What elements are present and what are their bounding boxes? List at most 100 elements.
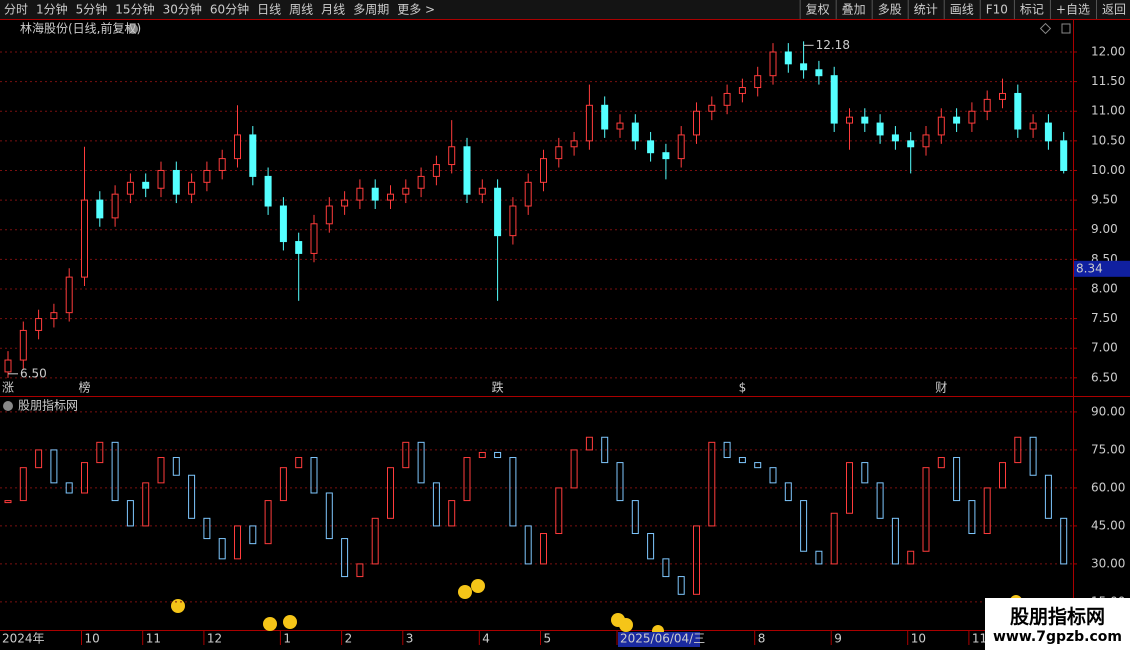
annotation: 6.50 [20,366,47,380]
event-marker[interactable]: $ [739,381,747,395]
icon[interactable] [1039,22,1052,35]
candle-body [1014,92,1022,130]
icon[interactable] [1061,23,1071,34]
indicator-box [891,517,899,565]
toolbar-button[interactable]: +自选 [1056,3,1090,17]
candle-body [478,187,486,195]
indicator-box [50,449,58,484]
indicator-box [218,538,226,560]
indicator-box [264,500,272,545]
candle-body [876,122,884,136]
indicator-box [585,436,593,451]
indicator-box [738,457,746,464]
toolbar-button[interactable]: 返回 [1102,3,1126,17]
candle-body [769,51,777,77]
toolbar-item[interactable]: 分时 [4,3,28,17]
candle-body [218,158,226,171]
toolbar-item[interactable]: 更多 > [397,3,435,17]
candle-body [937,116,945,136]
indicator-box [555,487,563,535]
indicator-box [463,457,471,502]
indicator-box [983,487,991,535]
menu-icon[interactable] [128,24,138,34]
candle-body [708,104,716,112]
candle-body [999,92,1006,100]
event-marker[interactable]: 财 [935,381,947,395]
indicator-box [922,467,930,552]
event-marker[interactable]: 跌 [492,380,504,395]
indicator-box [937,457,945,469]
toolbar-item[interactable]: 1分钟 [36,2,68,17]
candle-body [677,134,685,160]
x-tick-label: 4 [482,632,490,646]
x-tick-label: 2025/06/04/三 [620,632,705,646]
indicator-box [157,457,165,484]
toolbar-button[interactable]: 复权 [806,3,830,17]
y-tick-label: 8.00 [1091,281,1118,295]
toolbar-item[interactable]: 月线 [321,3,345,17]
candle-body [693,110,700,136]
indicator-box [540,533,547,565]
indicator-box [387,467,394,519]
candle-body [356,187,364,201]
toolbar-item[interactable]: 周线 [289,3,313,17]
indicator-box [631,500,639,535]
indicator-box [524,525,532,565]
toolbar-button[interactable]: 多股 [878,3,902,17]
candle-body [1044,122,1052,142]
event-marker[interactable]: 榜 [78,380,90,395]
candle-body [891,134,899,142]
indicator-box [4,500,12,504]
indicator-box [616,462,624,502]
candle-body [953,116,961,124]
toolbar-button[interactable]: 画线 [950,3,974,17]
toolbar-item[interactable]: 多周期 [353,3,389,17]
toolbar-button[interactable]: 统计 [914,3,938,17]
candle-body [203,169,211,183]
y-tick-label: 12.00 [1091,44,1125,58]
toolbar-button[interactable]: 标记 [1020,3,1044,17]
indicator-box [1029,436,1037,476]
event-marker[interactable]: 涨 [2,380,14,395]
candle-body [310,223,318,254]
toolbar-item[interactable]: 5分钟 [76,2,108,17]
toolbar-item[interactable]: 日线 [257,3,281,17]
menu-icon[interactable] [3,401,13,411]
indicator-box [647,533,655,560]
candle-body [65,276,73,314]
candle-body [295,241,303,254]
y-tick-label: 90.00 [1091,404,1125,418]
candle-body [417,175,425,189]
candle-body [264,175,272,207]
y-tick-label: 6.50 [1091,370,1118,384]
indicator-box [494,451,502,459]
indicator-box [19,467,27,502]
watermark-url: www.7gpzb.com [992,629,1122,645]
indicator-box [784,482,792,502]
indicator-box [1014,436,1022,464]
candle-body [279,205,287,243]
indicator-box [1060,517,1068,565]
x-tick-label: 3 [406,632,414,646]
candle-body [784,51,792,65]
cursor-box [1074,260,1130,277]
candle-body [371,187,379,201]
candle-body [234,134,241,160]
y-tick-label: 10.50 [1091,133,1125,147]
cursor-label: 8.34 [1076,261,1103,275]
y-tick-label: 11.50 [1091,74,1125,88]
toolbar-item[interactable]: 30分钟 [163,2,202,17]
indicator-box [662,558,670,578]
toolbar-item[interactable]: 60分钟 [210,2,249,17]
indicator-box [601,436,609,464]
indicator-box [769,467,777,484]
toolbar-button[interactable]: F10 [986,3,1008,17]
y-tick-label: 10.00 [1091,163,1125,177]
toolbar-item[interactable]: 15分钟 [115,2,154,17]
indicator-box [830,512,838,565]
candle-body [35,318,43,331]
indicator-box [234,525,241,560]
candle-body [509,205,517,237]
y-tick-label: 45.00 [1091,518,1125,532]
toolbar-button[interactable]: 叠加 [842,3,866,17]
